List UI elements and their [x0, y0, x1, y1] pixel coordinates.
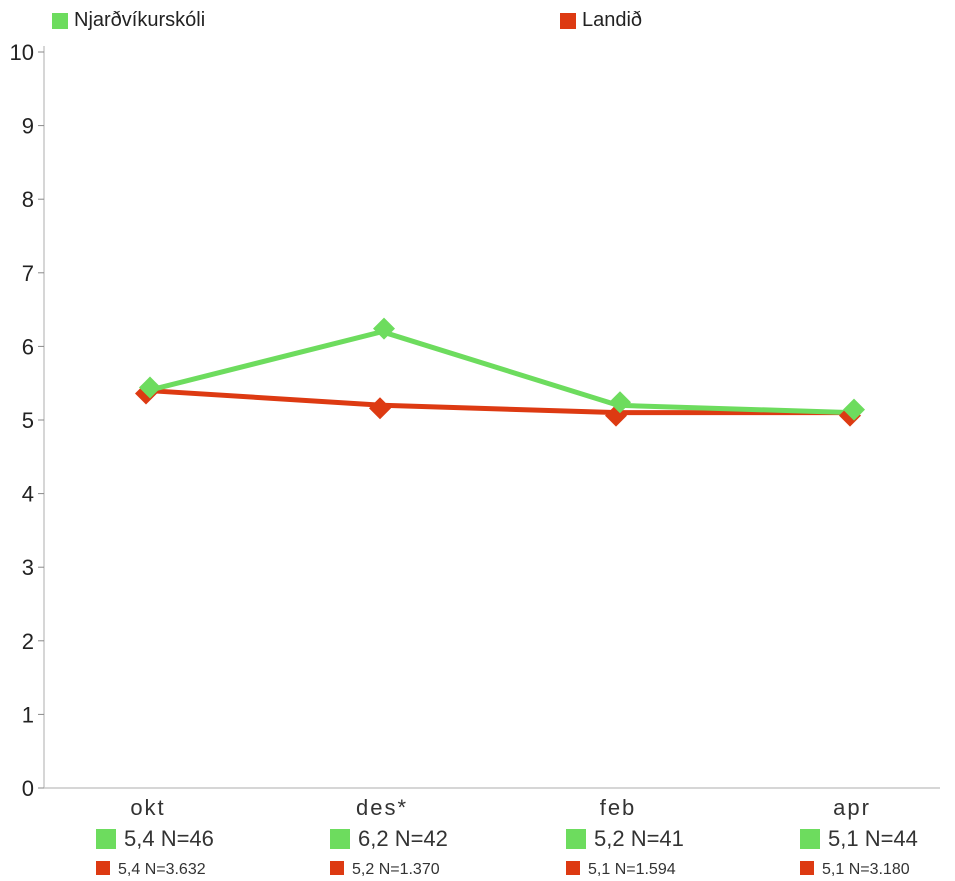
y-tick-label: 1	[22, 702, 34, 727]
y-tick-label: 8	[22, 187, 34, 212]
x-tick-label: des*	[356, 795, 408, 820]
data-point-0	[609, 391, 631, 414]
legend-item-njardvikurskoli: Njarðvíkurskóli	[52, 9, 205, 32]
value-label-green: 5,1 N=44	[828, 826, 918, 851]
legend-label-njardvikurskoli: Njarðvíkurskóli	[74, 9, 206, 31]
y-tick-label: 0	[22, 776, 34, 801]
value-label-red: 5,1 N=1.594	[588, 861, 676, 878]
data-point-0	[139, 376, 161, 399]
y-tick-label: 5	[22, 408, 34, 433]
y-tick-label: 4	[22, 482, 34, 507]
value-swatch-1	[800, 861, 814, 875]
value-swatch-0	[330, 829, 350, 849]
legend-swatch-green	[52, 12, 68, 29]
y-tick-label: 2	[22, 629, 34, 654]
value-swatch-0	[800, 829, 820, 849]
y-tick-label: 6	[22, 334, 34, 359]
data-point-0	[843, 398, 865, 421]
y-tick-label: 10	[10, 40, 34, 65]
y-tick-label: 7	[22, 261, 34, 286]
value-label-red: 5,4 N=3.632	[118, 861, 206, 878]
legend-item-landid: Landið	[560, 9, 642, 32]
series-line-1	[145, 388, 855, 416]
data-point-0	[373, 317, 395, 340]
value-swatch-1	[330, 861, 344, 875]
data-point-1	[369, 397, 391, 420]
x-tick-label: okt	[130, 795, 165, 820]
value-label-green: 6,2 N=42	[358, 826, 448, 851]
value-label-green: 5,4 N=46	[124, 826, 214, 851]
y-tick-label: 9	[22, 114, 34, 139]
series-line-0	[145, 329, 855, 416]
value-label-red: 5,1 N=3.180	[822, 861, 910, 878]
value-label-green: 5,2 N=41	[594, 826, 684, 851]
value-swatch-0	[566, 829, 586, 849]
y-tick-label: 3	[22, 555, 34, 580]
value-swatch-0	[96, 829, 116, 849]
legend-label-landid: Landið	[582, 9, 643, 31]
legend-swatch-red	[560, 12, 576, 29]
x-tick-label: feb	[600, 795, 637, 820]
value-swatch-1	[566, 861, 580, 875]
value-swatch-1	[96, 861, 110, 875]
value-label-red: 5,2 N=1.370	[352, 861, 440, 878]
x-tick-label: apr	[833, 795, 871, 820]
